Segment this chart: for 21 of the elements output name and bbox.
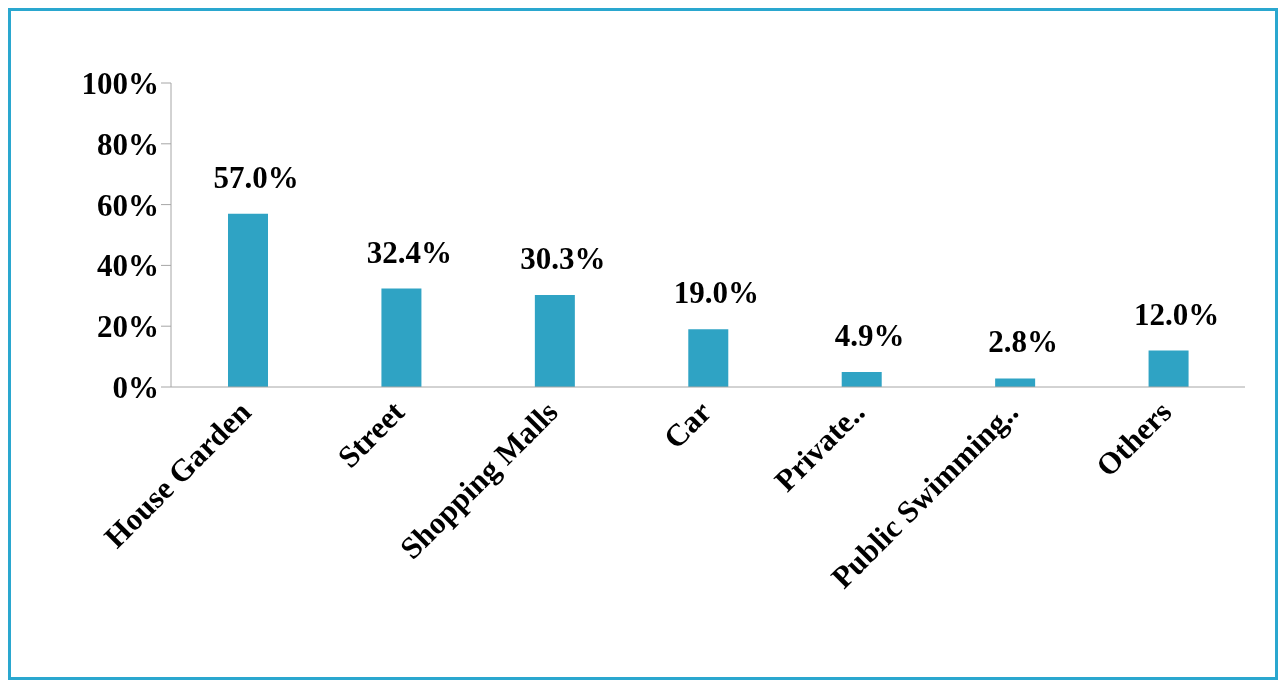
bar [1148,350,1189,387]
data-label: 12.0% [1133,296,1220,332]
y-tick-label: 80% [97,126,159,162]
data-label: 32.4% [366,234,453,270]
data-label: 19.0% [673,275,759,311]
data-label: 2.8% [988,324,1059,360]
bar [534,294,575,387]
bar [228,213,268,387]
bar [381,288,422,387]
data-label: 30.3% [520,240,606,276]
y-tick-label: 60% [97,187,159,223]
y-tick-label: 40% [97,248,159,284]
y-tick-label: 100% [81,66,159,101]
x-tick-label: Car [656,394,719,456]
data-label: 4.9% [834,318,905,354]
y-tick-label: 20% [97,309,159,345]
data-label: 57.0% [213,159,299,195]
bar [688,329,729,387]
bar [841,372,882,387]
y-tick-label: 0% [112,370,159,406]
bar [995,378,1036,387]
